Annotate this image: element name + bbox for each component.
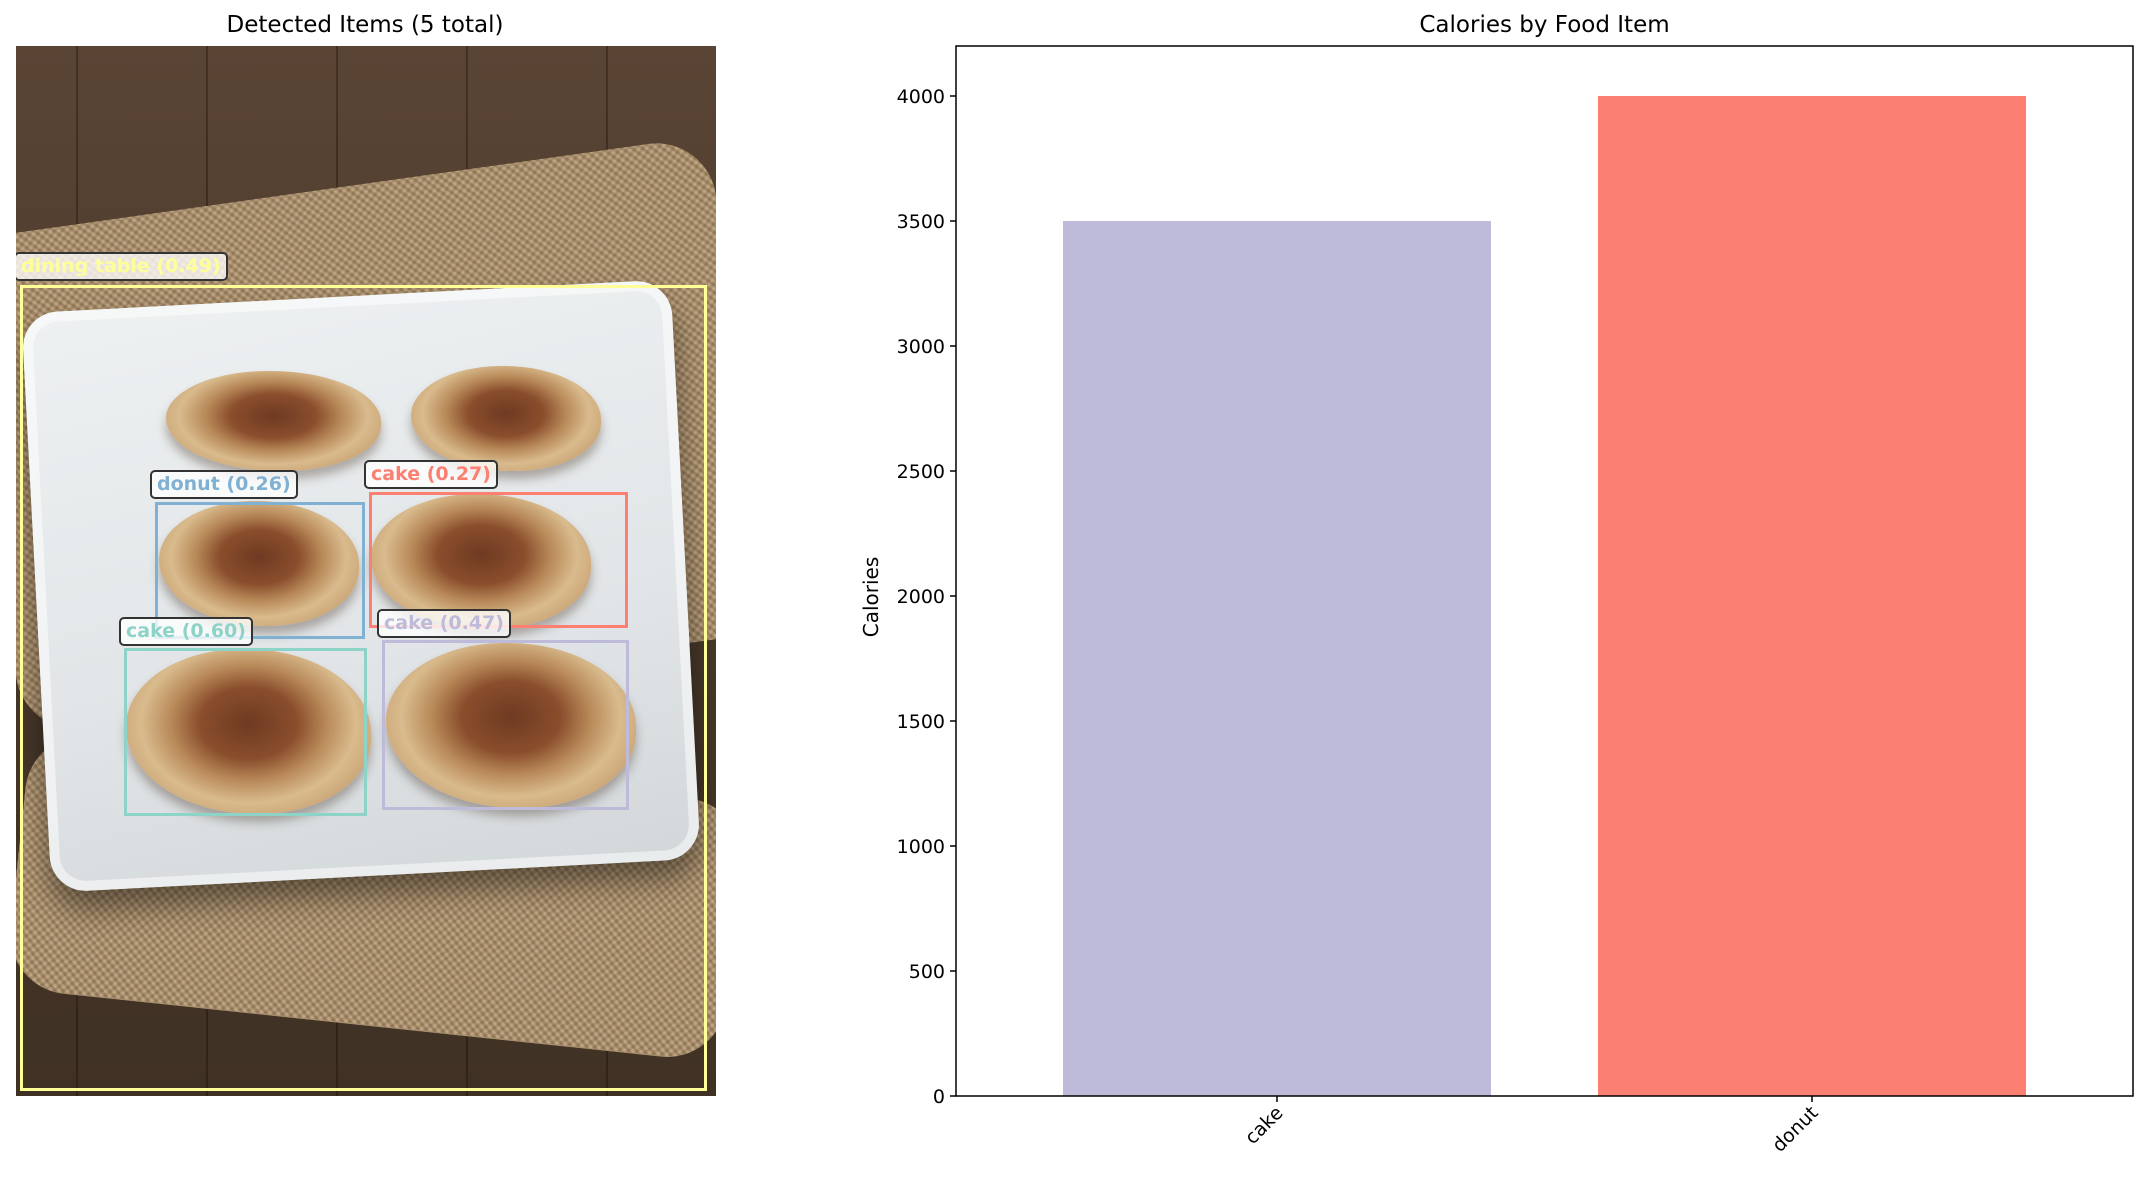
detection-panel-title: Detected Items (5 total) [226,12,504,38]
y-tick-label: 2500 [897,461,945,483]
pastry [159,501,359,626]
y-tick-label: 4000 [897,86,945,108]
detection-label-cake: cake (0.27) [364,460,498,489]
pastry [166,371,381,471]
bar-cake [1063,221,1491,1096]
y-tick-label: 3500 [897,211,945,233]
pastry [411,366,601,471]
detection-box-dining-table [20,285,707,1091]
pastry [371,494,591,629]
y-tick-label: 1000 [897,836,945,858]
detection-label-dining-table: dining table (0.49) [16,252,228,281]
y-tick-label: 500 [909,961,945,983]
pastry [126,649,371,814]
pastry [386,643,636,808]
detection-box-cake [124,648,367,816]
y-tick-label: 2000 [897,586,945,608]
x-tick-label: cake [1241,1102,1288,1149]
chart-title: Calories by Food Item [1419,12,1670,38]
bar-donut [1598,96,2026,1096]
plot-frame [955,45,2134,1097]
detection-photo: dining table (0.49) donut (0.26) cake (0… [16,46,716,1096]
y-tick-label: 1500 [897,711,945,733]
detection-label-cake: cake (0.60) [119,617,253,646]
detection-label-cake: cake (0.47) [377,609,511,638]
detection-box-cake [382,640,629,810]
x-tick-label: donut [1768,1102,1823,1157]
y-axis-label: Calories [859,557,883,638]
y-tick-label: 3000 [897,336,945,358]
y-tick-label: 0 [933,1086,945,1108]
detection-label-donut: donut (0.26) [150,470,298,499]
plot-area: cake donut 0 500 1000 1500 2000 2500 3000 3500 400… [897,45,2134,1157]
detection-box-donut [155,502,365,639]
